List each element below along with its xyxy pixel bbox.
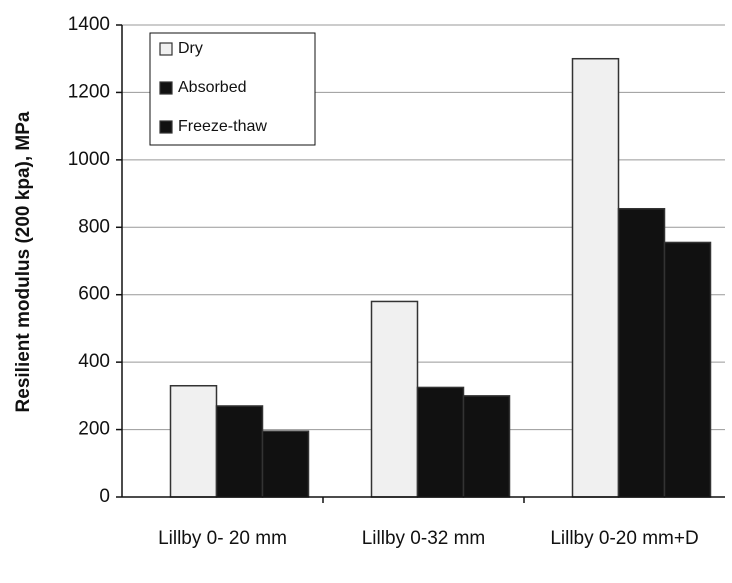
legend-swatch xyxy=(159,120,173,134)
y-axis-label: Resilient modulus (200 kpa), MPa xyxy=(13,111,34,412)
x-tick-label: Lillby 0-32 mm xyxy=(362,528,486,549)
legend-box xyxy=(149,32,316,146)
bar xyxy=(215,405,264,498)
bar xyxy=(571,57,620,498)
y-tick-label: 200 xyxy=(78,419,110,440)
y-tick-label: 1400 xyxy=(68,14,110,35)
x-tick-label: Lillby 0- 20 mm xyxy=(158,528,287,549)
y-tick-label: 1200 xyxy=(68,81,110,102)
legend-swatch xyxy=(159,42,173,56)
bar xyxy=(416,386,465,498)
legend-label: Freeze-thaw xyxy=(178,118,267,135)
bar xyxy=(663,241,712,498)
y-tick-label: 800 xyxy=(78,216,110,237)
y-tick-label: 1000 xyxy=(68,149,110,170)
x-tick-label: Lillby 0-20 mm+D xyxy=(550,528,698,549)
bar xyxy=(169,384,218,498)
bar xyxy=(617,207,666,498)
bar xyxy=(370,300,419,498)
legend-swatch xyxy=(159,81,173,95)
y-tick-label: 600 xyxy=(78,284,110,305)
bar xyxy=(462,395,511,498)
y-tick-label: 400 xyxy=(78,351,110,372)
legend-label: Absorbed xyxy=(178,79,247,96)
y-tick-label: 0 xyxy=(99,486,110,507)
legend-label: Dry xyxy=(178,40,203,57)
bar xyxy=(261,430,310,498)
